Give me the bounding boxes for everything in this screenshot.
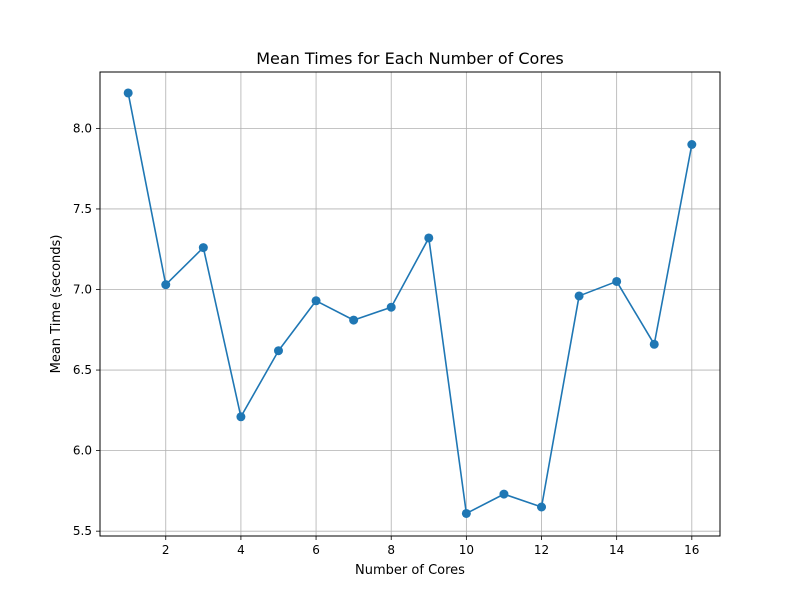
data-point: [349, 315, 359, 325]
data-point: [612, 276, 622, 286]
data-point: [161, 280, 171, 290]
y-tick-label: 7.0: [73, 283, 92, 297]
series-line: [127, 92, 693, 515]
chart-title: Mean Times for Each Number of Cores: [256, 49, 564, 68]
y-tick-label: 8.0: [73, 121, 92, 135]
y-tick-label: 7.5: [73, 202, 92, 216]
x-tick-label: 10: [459, 543, 474, 557]
data-point: [499, 489, 509, 499]
y-tick-label: 5.5: [73, 524, 92, 538]
data-point: [537, 502, 547, 512]
y-tick-label: 6.5: [73, 363, 92, 377]
grid: [100, 72, 720, 536]
axis-ticks: 2 4 6 8 10 12 14 16 5.5 6.0 6.5 7.0 7.5 8.0: [73, 121, 700, 557]
data-point: [273, 346, 283, 356]
data-point: [649, 339, 659, 349]
x-tick-label: 6: [312, 543, 320, 557]
x-tick-label: 2: [162, 543, 170, 557]
data-point: [574, 291, 584, 301]
data-point: [386, 302, 396, 312]
data-point: [236, 412, 246, 422]
y-tick-label: 6.0: [73, 444, 92, 458]
x-tick-label: 4: [237, 543, 245, 557]
data-point: [461, 508, 471, 518]
x-tick-label: 12: [534, 543, 549, 557]
x-tick-label: 14: [609, 543, 624, 557]
plot-frame: [99, 71, 721, 537]
x-tick-label: 16: [684, 543, 699, 557]
x-tick-label: 8: [387, 543, 395, 557]
y-axis-label: Mean Time (seconds): [49, 235, 64, 374]
data-series: [123, 88, 697, 518]
data-point: [424, 233, 434, 243]
data-point: [311, 296, 321, 306]
data-point: [687, 140, 697, 149]
data-point: [198, 243, 208, 253]
x-axis-label: Number of Cores: [355, 563, 465, 578]
data-point: [123, 88, 133, 98]
